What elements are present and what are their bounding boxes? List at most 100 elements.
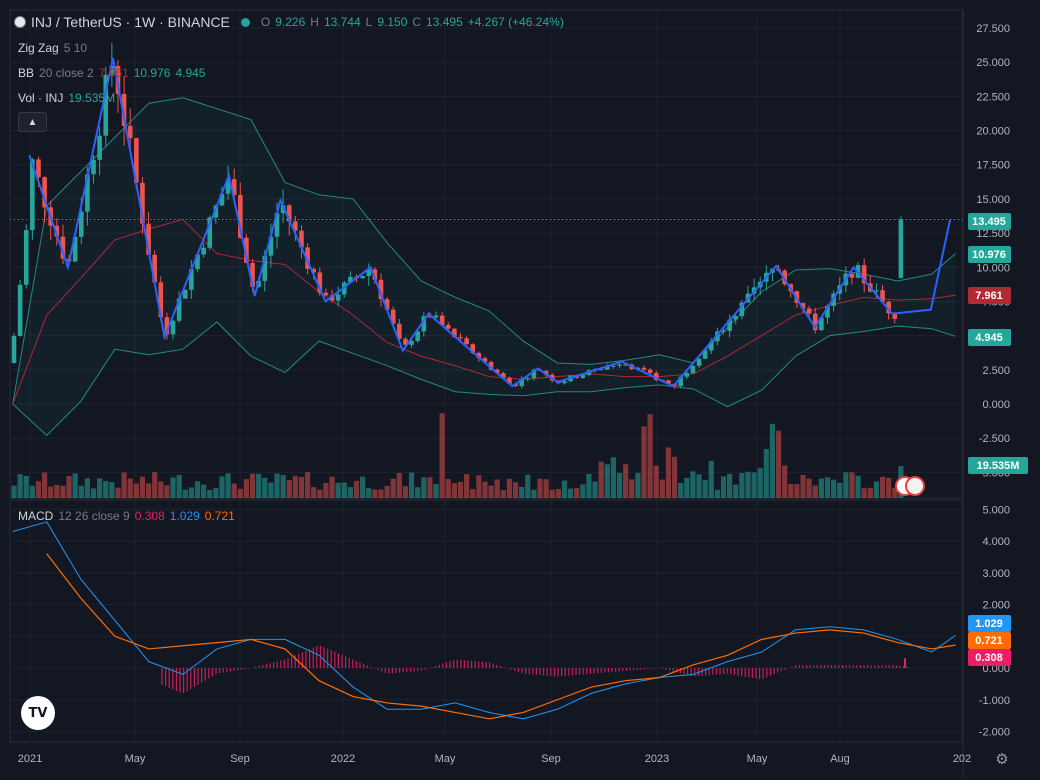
volume-bar	[763, 449, 769, 498]
candle-body	[286, 205, 292, 222]
volume-bar	[176, 475, 182, 498]
volume-bar	[580, 484, 586, 498]
volume-bar	[757, 468, 763, 498]
volume-bar	[415, 487, 421, 498]
candle-body	[482, 358, 488, 362]
price-axis-label: 10.976	[968, 246, 1011, 263]
ohlc-close-label: C	[412, 15, 422, 29]
candle-body	[690, 365, 696, 374]
volume-bar	[41, 472, 48, 498]
candle-body	[134, 138, 139, 183]
volume-bar	[464, 474, 470, 498]
candle-body	[372, 269, 378, 280]
volume-bar	[775, 430, 782, 498]
macd-tick-label: 4.000	[982, 536, 1010, 548]
bb-name: BB	[18, 66, 35, 80]
macd-axis-label-bg	[968, 649, 1011, 666]
candle-body	[78, 211, 84, 237]
bb-basis-value: 7.961	[98, 66, 129, 80]
volume-bar	[831, 479, 837, 498]
volume-bar	[341, 482, 347, 498]
volume-bar	[231, 483, 237, 498]
volume-bar	[555, 488, 561, 498]
volume-bar	[641, 426, 647, 498]
volume-legend[interactable]: Vol · INJ 19.535M	[18, 91, 115, 105]
volume-bar	[78, 485, 84, 498]
settings-gear-icon[interactable]: ⚙	[995, 751, 1009, 768]
candle-body	[525, 378, 531, 380]
volume-bar	[561, 480, 568, 498]
macd-tick-label: 2.000	[982, 600, 1010, 612]
zigzag-legend[interactable]: Zig Zag 5 10	[18, 41, 87, 55]
volume-bar	[500, 489, 506, 498]
us-flag-event-icon-2[interactable]	[905, 476, 925, 496]
candle-body	[17, 284, 23, 336]
candle-body	[800, 303, 806, 309]
bb-legend[interactable]: BB 20 close 2 7.961 10.976 4.945	[18, 66, 205, 80]
candle-body	[739, 302, 745, 317]
candle-body	[684, 373, 690, 377]
volume-bar	[616, 472, 623, 498]
volume-bar	[610, 457, 617, 498]
symbol-title[interactable]: INJ / TetherUS · 1W · BINANCE	[31, 14, 230, 30]
volume-bar	[145, 483, 152, 498]
volume-bar	[11, 485, 17, 498]
zigzag-name: Zig Zag	[18, 41, 59, 55]
candle-body	[121, 93, 127, 126]
candle-body	[427, 316, 433, 318]
candle-body	[623, 364, 628, 366]
price-axis-label-text: 7.961	[975, 290, 1003, 302]
candle-body	[152, 254, 157, 283]
volume-bar	[304, 472, 311, 498]
tradingview-logo-icon[interactable]: TV	[21, 696, 55, 730]
candle-body	[861, 265, 867, 284]
candle-body	[42, 177, 47, 208]
price-tick-label: 22.500	[976, 91, 1010, 103]
volume-bar	[782, 465, 788, 498]
volume-bar	[109, 482, 115, 498]
collapse-legend-button[interactable]: ▲	[18, 112, 47, 132]
volume-bar	[494, 479, 500, 498]
volume-bar	[366, 488, 372, 498]
candle-body	[727, 319, 732, 331]
market-status-icon[interactable]	[240, 17, 250, 27]
candle-body	[849, 273, 855, 278]
price-tick-label: 17.500	[976, 160, 1010, 172]
candle-body	[880, 290, 885, 302]
macd-axis-label-bg	[968, 632, 1011, 649]
candle-body	[85, 174, 90, 212]
volume-bar	[886, 477, 892, 498]
volume-bar	[335, 482, 341, 498]
volume-bar	[292, 475, 298, 498]
price-tick-label: 15.000	[976, 194, 1010, 206]
candle-body	[189, 269, 194, 290]
volume-bar	[727, 473, 733, 498]
macd-legend[interactable]: MACD 12 26 close 9 0.308 1.029 0.721	[18, 509, 235, 523]
candle-body	[305, 247, 310, 269]
volume-bar	[72, 473, 78, 498]
volume-bar	[843, 472, 849, 498]
price-tick-label: 12.500	[976, 228, 1010, 240]
volume-bar	[647, 414, 653, 498]
time-tick-label: 2022	[331, 753, 355, 765]
volume-bar	[396, 472, 402, 498]
volume-bar	[347, 487, 354, 498]
volume-bar	[219, 476, 225, 498]
volume-bar	[855, 475, 861, 498]
candle-body	[580, 374, 586, 378]
volume-bar	[249, 473, 256, 498]
candle-body	[464, 338, 469, 345]
volume-bar	[567, 488, 574, 498]
macd-axis-label-text: 0.308	[975, 652, 1003, 664]
time-tick-label: Aug	[830, 753, 850, 765]
candle-body	[696, 358, 702, 366]
volume-bar	[439, 413, 445, 498]
candle-body	[140, 182, 145, 224]
volume-bar	[519, 486, 525, 498]
volume-bar	[360, 476, 366, 498]
volume-bar	[690, 471, 696, 498]
candle-body	[72, 236, 78, 262]
